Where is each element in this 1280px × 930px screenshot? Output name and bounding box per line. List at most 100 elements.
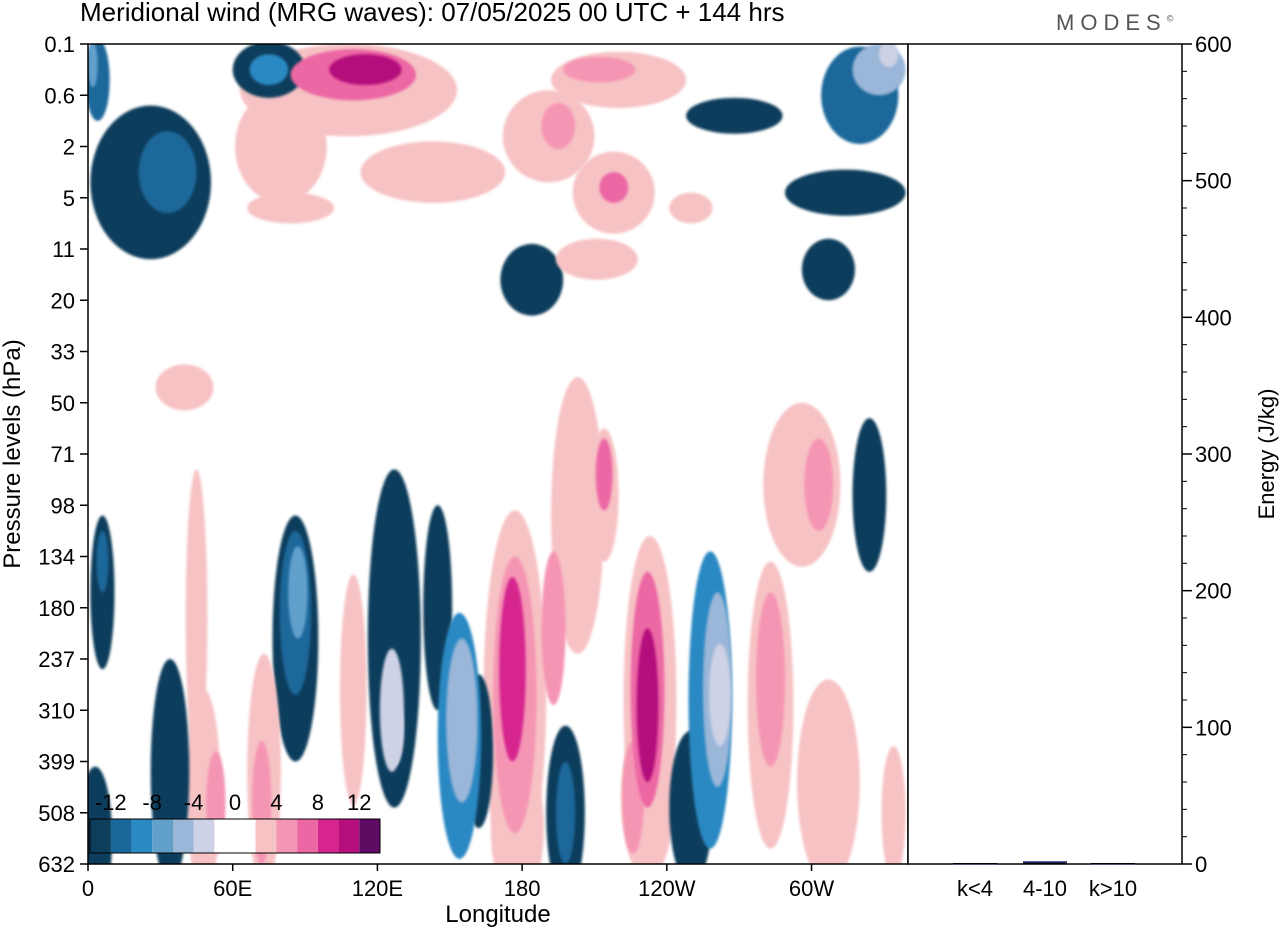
energy-tick-label: 0 xyxy=(1195,852,1207,877)
energy-axis: 0 100 200 300 400 500 600 xyxy=(1182,32,1232,877)
colorbar-swatch-12 xyxy=(338,819,360,853)
contour-neg-71 xyxy=(709,643,731,747)
contour-pos-39 xyxy=(247,192,334,224)
pressure-tick-label: 20 xyxy=(51,288,75,313)
contour-pos-9 xyxy=(340,574,367,806)
colorbar-label: 8 xyxy=(312,790,324,815)
colorbar-swatch-10 xyxy=(297,819,318,853)
contour-pos-59 xyxy=(599,172,629,203)
energy-axis-label: Energy (J/kg) xyxy=(1254,389,1279,520)
colorbar-label: 4 xyxy=(270,790,282,815)
contour-pos-51 xyxy=(541,102,576,150)
energy-tick-label: 500 xyxy=(1195,169,1232,194)
contour-neg-73 xyxy=(879,44,899,68)
brand-name: MODES xyxy=(1056,10,1167,35)
pressure-tick-label: 180 xyxy=(38,596,75,621)
contour-pos-58 xyxy=(595,438,613,511)
energy-bars xyxy=(953,861,1135,865)
contour-neg-14 xyxy=(150,659,190,864)
pressure-tick-label: 33 xyxy=(51,340,75,365)
heatmap-contours xyxy=(88,44,906,864)
contour-neg-23 xyxy=(852,418,887,572)
energy-tick-label: 200 xyxy=(1195,579,1232,604)
contour-neg-34 xyxy=(801,238,855,301)
energy-tick-label: 400 xyxy=(1195,305,1232,330)
colorbar-swatch-0 xyxy=(90,819,111,853)
pressure-tick-label: 310 xyxy=(38,698,75,723)
pressure-tick-label: 50 xyxy=(51,391,75,416)
pressure-tick-label: 5 xyxy=(63,186,75,211)
contour-pos-42 xyxy=(541,551,566,706)
contour-neg-72 xyxy=(384,694,404,767)
longitude-tick-label: 60W xyxy=(789,876,834,901)
contour-pos-68 xyxy=(329,54,402,85)
pressure-tick-label: 11 xyxy=(52,237,75,262)
colorbar-label: -4 xyxy=(184,790,204,815)
pressure-tick-label: 2 xyxy=(63,135,75,160)
pressure-tick-label: 0.6 xyxy=(44,83,75,108)
energy-panel-frame xyxy=(907,43,1183,865)
contour-neg-32 xyxy=(500,243,564,316)
colorbar-label: 0 xyxy=(229,790,241,815)
contour-neg-48 xyxy=(555,761,576,864)
contour-pos-6 xyxy=(551,377,605,654)
contour-pos-36 xyxy=(669,192,713,224)
pressure-tick-label: 632 xyxy=(38,852,75,877)
energy-tick-label: 300 xyxy=(1195,442,1232,467)
pressure-tick-label: 98 xyxy=(51,493,75,518)
wavenumber-label: k<4 xyxy=(957,876,993,901)
energy-bar-1 xyxy=(1023,861,1067,864)
colorbar-swatch-4 xyxy=(172,819,194,853)
colorbar-swatch-3 xyxy=(152,819,173,853)
longitude-axis: 0 60E 120E 180 120W 60W xyxy=(82,864,834,901)
contour-pos-20 xyxy=(797,679,860,864)
energy-bar-0 xyxy=(953,864,997,865)
contour-neg-33 xyxy=(785,169,906,216)
chart-title: Meridional wind (MRG waves): 07/05/2025 … xyxy=(80,0,785,27)
longitude-tick-label: 180 xyxy=(504,876,541,901)
colorbar-label: -12 xyxy=(95,790,127,815)
colorbar-swatch-13 xyxy=(359,819,380,853)
contour-pos-26 xyxy=(360,141,506,203)
energy-bar-2 xyxy=(1091,864,1135,865)
contour-neg-64 xyxy=(88,44,98,88)
pressure-tick-label: 237 xyxy=(38,647,75,672)
colorbar-swatch-6 xyxy=(214,819,235,853)
pressure-tick-label: 508 xyxy=(38,801,75,826)
contour-pos-44 xyxy=(804,438,834,531)
contour-neg-65 xyxy=(446,638,478,803)
colorbar-label: -8 xyxy=(142,790,162,815)
energy-tick-label: 100 xyxy=(1195,715,1232,740)
longitude-tick-label: 120E xyxy=(352,876,403,901)
pressure-tick-label: 71 xyxy=(51,442,75,467)
colorbar-swatch-11 xyxy=(317,819,339,853)
contour-neg-50 xyxy=(138,131,197,214)
brand-logo: MODES© xyxy=(1056,10,1173,36)
longitude-tick-label: 0 xyxy=(82,876,94,901)
colorbar-swatch-5 xyxy=(193,819,215,853)
longitude-tick-label: 60E xyxy=(213,876,252,901)
pressure-tick-label: 399 xyxy=(38,750,75,775)
wavenumber-label: k>10 xyxy=(1089,876,1137,901)
contour-pos-35 xyxy=(555,238,638,280)
pressure-tick-label: 134 xyxy=(38,545,75,570)
contour-neg-63 xyxy=(288,546,308,639)
contour-pos-62 xyxy=(499,577,526,762)
colorbar-swatch-1 xyxy=(110,819,132,853)
colorbar-swatch-2 xyxy=(131,819,153,853)
contour-neg-45 xyxy=(96,530,109,593)
contour-pos-67 xyxy=(636,628,659,782)
contour-pos-54 xyxy=(563,56,636,83)
colorbar-swatch-8 xyxy=(255,819,277,853)
colorbar: -12 -8 -4 0 4 8 12 xyxy=(89,790,381,854)
y-axis-label: Pressure levels (hPa) xyxy=(0,339,26,568)
wavenumber-label: 4-10 xyxy=(1023,876,1067,901)
contour-pos-21 xyxy=(881,746,906,864)
pressure-axis: 0.1 0.6 2 5 11 20 33 50 71 98 134 180 237 310 399 508 63… xyxy=(38,32,88,877)
contour-neg-61 xyxy=(249,54,289,85)
contour-pos-37 xyxy=(155,364,214,411)
colorbar-swatch-9 xyxy=(276,819,298,853)
contour-pos-43 xyxy=(756,592,785,767)
longitude-tick-label: 120W xyxy=(638,876,696,901)
